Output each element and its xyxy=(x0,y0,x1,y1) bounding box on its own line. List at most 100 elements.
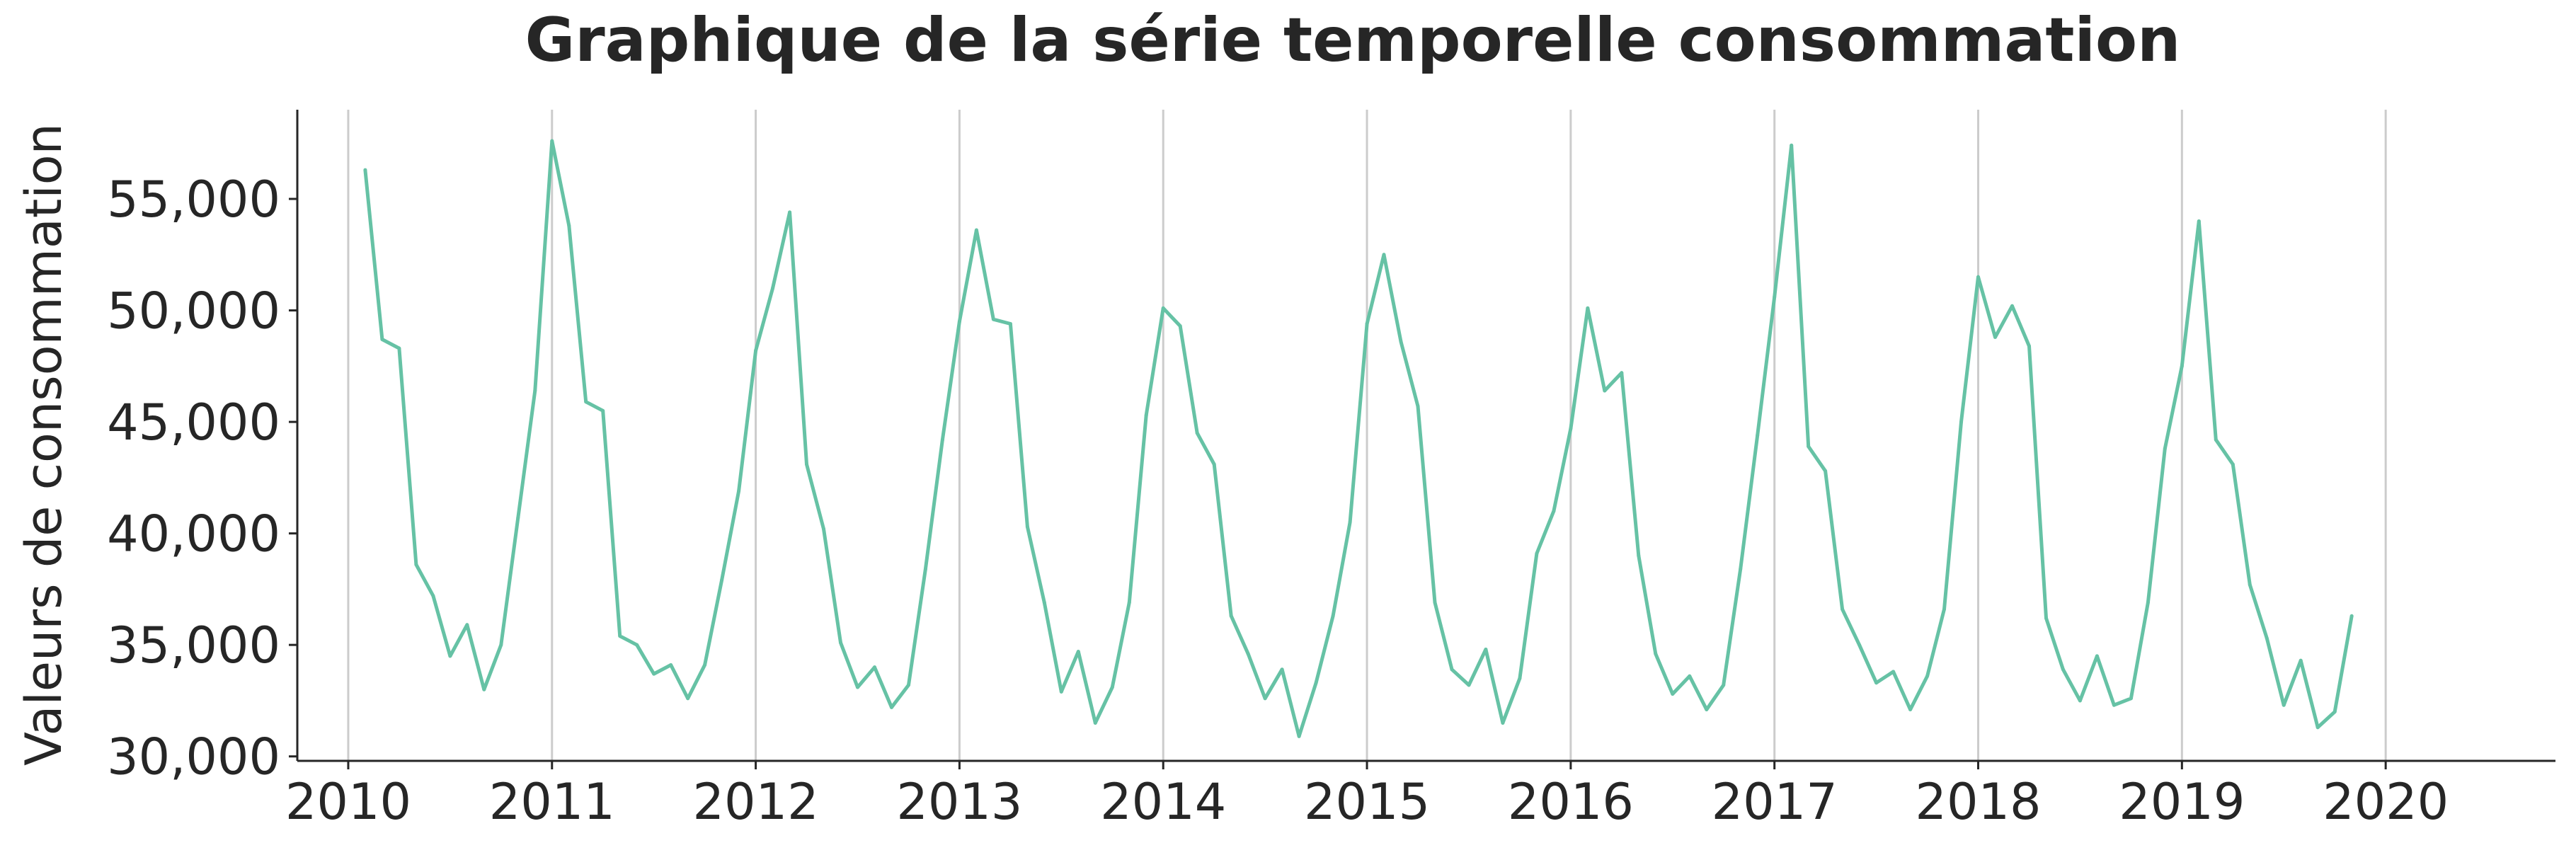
data-point xyxy=(872,665,876,670)
x-tick-label: 2014 xyxy=(1100,773,1226,831)
data-point xyxy=(1790,143,1794,147)
data-point xyxy=(1280,667,1284,672)
data-point xyxy=(1059,689,1063,694)
data-point xyxy=(2146,600,2150,604)
data-point xyxy=(1008,321,1012,326)
data-point xyxy=(380,338,384,342)
data-point xyxy=(1857,643,1862,647)
data-point xyxy=(1925,674,1930,678)
y-tick-label: 50,000 xyxy=(107,282,280,340)
data-point xyxy=(2180,364,2184,368)
data-point xyxy=(1416,404,1420,408)
data-point xyxy=(906,683,910,687)
x-tick-label: 2017 xyxy=(1712,773,1838,831)
data-point xyxy=(2349,614,2354,618)
data-point xyxy=(889,705,893,709)
data-point xyxy=(1756,433,1760,437)
data-point xyxy=(2248,583,2252,587)
data-point xyxy=(1093,721,1097,725)
data-point xyxy=(533,389,537,393)
series-layer xyxy=(363,139,2354,738)
data-point xyxy=(1467,683,1471,687)
data-point xyxy=(1127,600,1131,604)
data-point xyxy=(635,643,639,647)
data-point xyxy=(1824,469,1828,473)
data-point xyxy=(1535,551,1539,556)
data-point xyxy=(669,663,673,667)
data-point xyxy=(1603,389,1607,393)
data-point xyxy=(703,663,707,667)
data-point xyxy=(1705,708,1709,712)
data-point xyxy=(397,346,401,350)
data-point xyxy=(1569,427,1573,431)
x-tick-label: 2015 xyxy=(1304,773,1430,831)
data-point xyxy=(805,462,809,466)
data-point xyxy=(754,348,758,352)
data-point xyxy=(737,489,741,493)
data-point xyxy=(482,687,486,692)
data-point xyxy=(1195,431,1199,435)
x-tick-label: 2011 xyxy=(489,773,615,831)
x-tick-label: 2018 xyxy=(1915,773,2041,831)
data-point xyxy=(414,563,418,567)
data-point xyxy=(1671,692,1675,696)
data-point xyxy=(1229,614,1233,618)
data-point xyxy=(2112,703,2116,707)
data-point xyxy=(788,210,792,214)
data-point xyxy=(1722,683,1726,687)
data-point xyxy=(2299,658,2303,662)
data-point xyxy=(1959,420,1964,424)
data-point xyxy=(2332,710,2337,714)
data-point xyxy=(2044,616,2048,620)
data-point xyxy=(2095,654,2099,658)
x-tick-label: 2016 xyxy=(1508,773,1634,831)
data-point xyxy=(1331,614,1335,618)
data-point xyxy=(1042,600,1046,604)
data-point xyxy=(652,672,656,676)
x-tick-label: 2013 xyxy=(896,773,1022,831)
axes xyxy=(289,110,2555,769)
tick-labels: 2010 2011 2012 2013 2014 2015 2016 2017 2018 2019… xyxy=(107,171,2449,831)
data-point xyxy=(567,224,571,228)
data-point xyxy=(1161,306,1165,310)
data-point xyxy=(1246,652,1250,656)
data-point xyxy=(1297,734,1301,738)
data-point xyxy=(1586,306,1590,310)
data-point xyxy=(1450,667,1454,672)
data-point xyxy=(2231,462,2235,466)
data-point xyxy=(771,286,775,290)
y-tick-label: 35,000 xyxy=(107,616,280,675)
data-point xyxy=(822,527,826,531)
data-point xyxy=(720,578,724,583)
data-point xyxy=(1993,335,1997,339)
data-point xyxy=(1365,321,1369,326)
data-point xyxy=(584,400,588,404)
data-point xyxy=(991,317,995,321)
data-point xyxy=(499,643,503,647)
data-point xyxy=(1654,652,1658,656)
data-point xyxy=(1025,524,1029,529)
data-point xyxy=(2265,636,2269,641)
y-tick-label: 55,000 xyxy=(107,171,280,229)
data-point xyxy=(1688,674,1692,678)
data-point xyxy=(2129,696,2133,701)
data-point xyxy=(1807,444,1811,449)
data-point xyxy=(2315,725,2320,730)
data-point xyxy=(1348,520,1352,524)
data-point xyxy=(1178,324,1182,328)
data-point xyxy=(1976,275,1981,279)
data-point xyxy=(1144,413,1148,418)
data-point xyxy=(1552,509,1556,513)
y-axis-label: Valeurs de consommation xyxy=(15,123,73,766)
data-point xyxy=(923,567,927,571)
data-point xyxy=(1433,600,1437,604)
data-point xyxy=(839,641,843,645)
data-point xyxy=(516,516,520,520)
data-point xyxy=(1518,676,1522,680)
y-tick-label: 30,000 xyxy=(107,728,280,786)
data-point xyxy=(1637,553,1641,558)
data-point xyxy=(2197,219,2201,224)
data-point xyxy=(1501,721,1505,725)
data-point xyxy=(1212,462,1216,466)
